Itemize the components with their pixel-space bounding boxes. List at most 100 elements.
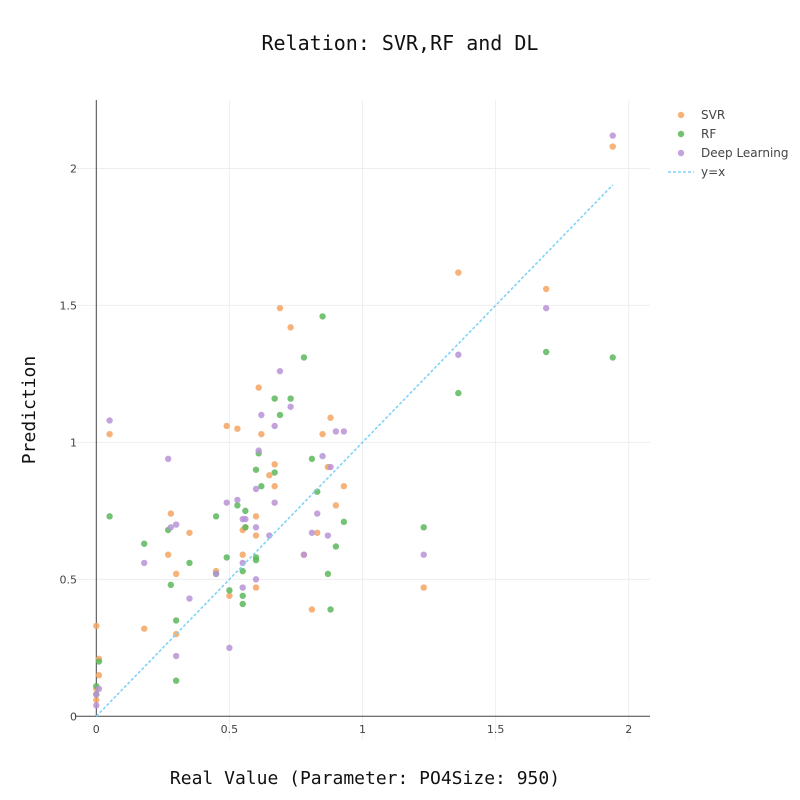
- point-rf: [271, 395, 278, 402]
- point-svr: [340, 483, 348, 490]
- point-deep-learning: [340, 428, 348, 435]
- axes: [75, 100, 650, 717]
- legend-label-svr: SVR: [701, 108, 725, 122]
- point-deep-learning: [609, 132, 616, 139]
- point-svr: [226, 592, 233, 599]
- y-tick-label: 1: [70, 436, 77, 449]
- point-deep-learning: [239, 584, 246, 591]
- point-deep-learning: [332, 428, 340, 435]
- x-tick-label: 1.5: [487, 723, 505, 736]
- point-svr: [252, 513, 260, 520]
- point-deep-learning: [455, 351, 462, 358]
- point-svr: [223, 422, 230, 430]
- point-rf: [319, 313, 326, 320]
- point-svr: [276, 304, 284, 312]
- point-svr: [252, 584, 260, 591]
- point-deep-learning: [93, 691, 100, 698]
- point-svr: [319, 430, 326, 438]
- point-svr: [455, 269, 462, 276]
- point-deep-learning: [287, 403, 294, 410]
- point-rf: [252, 466, 260, 473]
- point-rf: [239, 592, 246, 599]
- legend: SVR RF Deep Learning y=x: [668, 108, 789, 179]
- point-deep-learning: [271, 499, 278, 506]
- point-svr: [141, 625, 148, 632]
- point-deep-learning: [327, 463, 334, 471]
- point-rf: [455, 389, 462, 397]
- point-rf: [287, 395, 294, 402]
- point-deep-learning: [93, 702, 100, 709]
- y-tick-label: 1.5: [60, 299, 78, 312]
- point-deep-learning: [186, 595, 193, 602]
- point-svr: [314, 529, 321, 536]
- point-rf: [271, 469, 278, 476]
- point-deep-learning: [319, 452, 326, 460]
- point-deep-learning: [252, 576, 260, 583]
- point-rf: [242, 507, 249, 515]
- point-svr: [186, 529, 193, 536]
- point-deep-learning: [308, 529, 316, 536]
- y-tick-label: 2: [70, 162, 77, 175]
- point-rf: [327, 606, 334, 613]
- point-svr: [332, 502, 340, 509]
- point-deep-learning: [223, 499, 230, 506]
- point-rf: [258, 483, 265, 490]
- point-deep-learning: [212, 570, 220, 578]
- legend-swatch-svr: [677, 111, 685, 119]
- point-rf: [212, 513, 220, 520]
- point-deep-learning: [258, 411, 265, 419]
- point-svr: [327, 414, 334, 421]
- point-rf: [106, 513, 113, 520]
- point-svr: [167, 510, 175, 517]
- chart-title: Relation: SVR,RF and DL: [262, 31, 539, 55]
- point-deep-learning: [314, 510, 321, 517]
- point-svr: [271, 483, 278, 490]
- legend-swatch-rf: [677, 130, 685, 138]
- point-svr: [258, 430, 265, 438]
- x-tick-label: 2: [625, 723, 632, 736]
- point-rf: [186, 559, 193, 567]
- point-rf: [300, 354, 308, 361]
- x-axis-title: Real Value (Parameter: PO4Size: 950): [170, 768, 560, 789]
- point-rf: [226, 587, 233, 594]
- point-svr: [609, 143, 616, 150]
- point-rf: [234, 502, 241, 509]
- point-svr: [266, 472, 273, 479]
- point-rf: [223, 554, 230, 561]
- point-deep-learning: [141, 559, 148, 567]
- point-rf: [167, 581, 175, 589]
- point-svr: [93, 696, 100, 704]
- point-svr: [252, 532, 260, 539]
- point-deep-learning: [255, 447, 262, 454]
- point-svr: [239, 551, 246, 558]
- point-svr: [255, 384, 262, 391]
- point-svr: [93, 622, 100, 630]
- point-rf: [239, 567, 246, 575]
- x-tick-label: 1: [359, 723, 366, 736]
- x-tick-label: 0: [93, 723, 100, 736]
- point-svr: [95, 672, 103, 679]
- point-deep-learning: [172, 652, 180, 660]
- point-rf: [239, 600, 246, 608]
- x-tick-label: 0.5: [221, 723, 239, 736]
- point-deep-learning: [300, 551, 308, 558]
- legend-label-y-x: y=x: [701, 165, 725, 179]
- point-svr: [542, 285, 550, 293]
- point-rf: [609, 354, 616, 361]
- point-rf: [242, 524, 249, 531]
- point-rf: [340, 518, 348, 526]
- point-svr: [106, 430, 113, 438]
- point-deep-learning: [167, 524, 175, 531]
- point-rf: [420, 524, 427, 531]
- point-deep-learning: [252, 485, 260, 493]
- point-deep-learning: [420, 551, 427, 558]
- legend-swatch-deep-learning: [677, 149, 685, 157]
- y-tick-label: 0: [70, 710, 77, 723]
- point-deep-learning: [226, 644, 233, 652]
- point-rf: [276, 411, 284, 419]
- point-deep-learning: [252, 524, 260, 531]
- point-rf: [252, 556, 260, 564]
- point-deep-learning: [106, 417, 113, 424]
- point-deep-learning: [271, 422, 278, 430]
